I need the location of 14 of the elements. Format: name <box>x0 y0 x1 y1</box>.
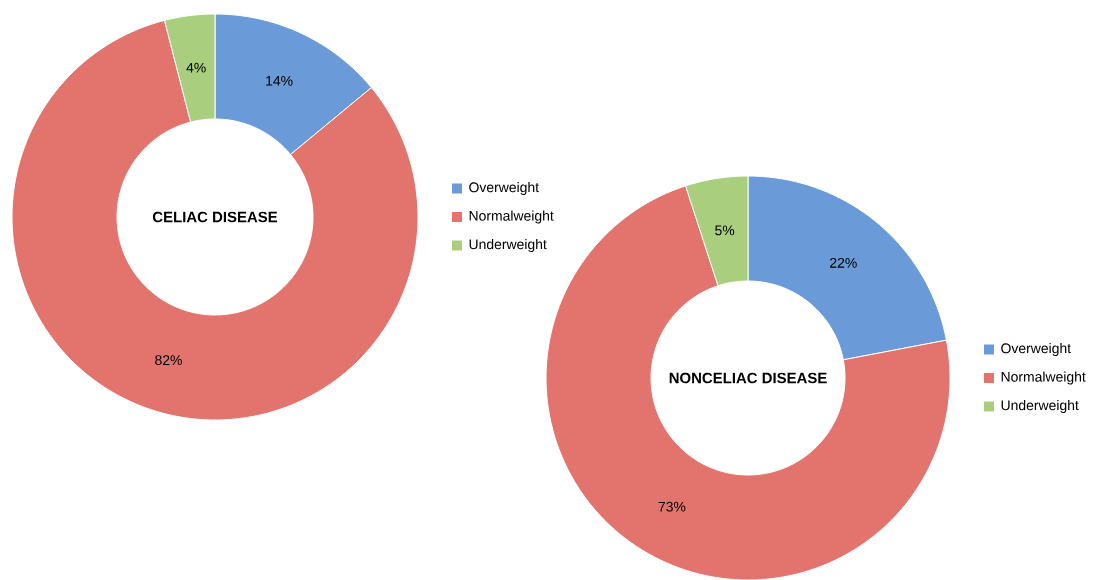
data-label: 82% <box>155 355 182 366</box>
data-label: 5% <box>715 225 735 236</box>
legend-label: Normalweight <box>469 210 554 224</box>
legend-label: Normalweight <box>1001 371 1086 385</box>
text: CELIAC DISEASE <box>152 211 278 223</box>
legend-label: Overweight <box>469 181 539 195</box>
data-label: 22% <box>830 257 857 268</box>
data-label: 14% <box>266 75 293 86</box>
data-label: 4% <box>186 62 206 73</box>
legend-label: Underweight <box>469 238 547 252</box>
data-label: 73% <box>658 501 686 512</box>
text: NONCELIAC DISEASE <box>669 372 827 384</box>
legend-label: Overweight <box>1001 343 1071 356</box>
legend-label: Underweight <box>1001 400 1079 413</box>
